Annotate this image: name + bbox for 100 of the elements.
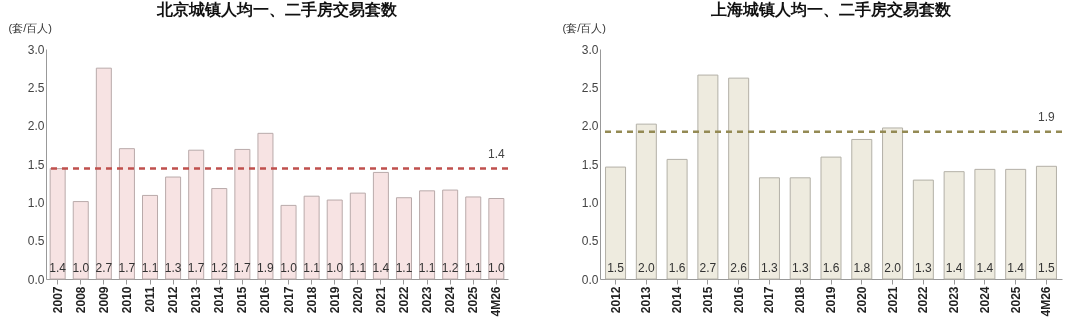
x-tick-label: 2015 [700, 286, 715, 314]
data-label: 1.0 [72, 261, 90, 275]
y-tick-label: 2.5 [581, 80, 599, 95]
x-tick-label: 4M26 [1039, 286, 1054, 317]
data-label: 1.0 [488, 261, 505, 275]
bar [789, 177, 811, 280]
y-tick-label: 1.0 [581, 195, 599, 210]
data-label: 1.1 [418, 261, 436, 275]
bar [395, 197, 412, 280]
bar [465, 196, 482, 280]
bar [697, 74, 719, 280]
x-tick-label: 2024 [443, 286, 458, 314]
y-tick-label: 1.0 [27, 195, 45, 210]
x-tick-label: 2018 [304, 286, 319, 314]
x-tick-label: 2024 [977, 286, 992, 314]
data-label: 1.4 [49, 261, 67, 275]
bar [303, 195, 320, 280]
chart-title: 北京城镇人均一、二手房交易套数 [156, 0, 398, 18]
bar [211, 188, 228, 280]
bar [142, 194, 159, 280]
x-tick-label: 2014 [670, 286, 685, 314]
y-tick-label: 3.0 [581, 42, 599, 57]
bar [442, 189, 459, 280]
data-label: 1.6 [822, 261, 840, 275]
bar [974, 168, 996, 280]
y-tick-label: 0.0 [27, 272, 45, 287]
x-tick-label: 2022 [916, 286, 931, 314]
data-label: 1.1 [349, 261, 367, 275]
bar [165, 176, 182, 280]
data-label: 1.0 [326, 261, 344, 275]
data-label: 1.6 [668, 261, 686, 275]
x-tick-label: 2020 [854, 286, 869, 314]
bar [349, 192, 366, 280]
bar [280, 204, 297, 280]
data-label: 1.5 [607, 261, 625, 275]
chart-title: 上海城镇人均一、二手房交易套数 [710, 0, 952, 18]
bar [326, 199, 343, 280]
x-tick-label: 2021 [885, 286, 900, 314]
x-tick-label: 2014 [212, 286, 227, 314]
x-tick-label: 2019 [824, 286, 838, 314]
data-label: 1.3 [164, 261, 182, 275]
bar [820, 156, 842, 280]
y-axis-title: (套/百人) [562, 21, 606, 34]
data-label: 1.7 [187, 261, 205, 275]
data-label: 1.1 [303, 261, 321, 275]
data-label: 1.7 [234, 261, 252, 275]
bar [372, 171, 389, 280]
x-tick-label: 2013 [639, 286, 654, 314]
bar [882, 127, 904, 280]
x-tick-label: 2013 [189, 286, 204, 314]
data-label: 1.4 [945, 261, 963, 275]
x-tick-label: 2016 [258, 286, 273, 314]
y-tick-label: 2.0 [27, 119, 45, 134]
data-label: 1.3 [791, 261, 809, 275]
y-tick-label: 2.0 [581, 119, 599, 134]
y-tick-label: 0.5 [581, 234, 599, 249]
bar [118, 148, 135, 280]
data-label: 1.1 [395, 261, 413, 275]
bar [257, 132, 274, 280]
x-tick-label: 2023 [420, 286, 435, 314]
y-tick-label: 1.5 [581, 157, 599, 172]
ref-line-label: 1.9 [1038, 109, 1056, 124]
x-tick-label: 2018 [793, 286, 808, 314]
y-tick-label: 0.0 [581, 272, 599, 287]
data-label: 1.2 [210, 261, 228, 275]
bar [666, 158, 688, 280]
y-tick-label: 3.0 [27, 42, 45, 57]
y-tick-label: 1.5 [27, 157, 45, 172]
y-tick-label: 2.5 [27, 80, 45, 95]
data-label: 1.3 [761, 261, 779, 275]
data-label: 1.4 [1007, 261, 1025, 275]
bar [758, 177, 780, 280]
data-label: 1.3 [914, 261, 932, 275]
data-label: 2.6 [730, 261, 748, 275]
x-tick-label: 2010 [119, 286, 134, 314]
x-tick-label: 2020 [350, 286, 365, 314]
data-label: 1.8 [853, 261, 871, 275]
x-tick-label: 4M26 [489, 286, 504, 317]
x-tick-label: 2025 [1008, 286, 1023, 314]
x-tick-label: 2017 [281, 286, 296, 314]
data-label: 1.4 [976, 261, 994, 275]
x-tick-label: 2025 [466, 286, 481, 314]
bar [943, 171, 965, 280]
bar [188, 149, 205, 280]
data-label: 2.0 [884, 261, 902, 275]
x-tick-label: 2016 [731, 286, 746, 314]
data-label: 1.9 [257, 261, 275, 275]
x-tick-label: 2011 [143, 286, 158, 313]
data-label: 2.0 [637, 261, 655, 275]
x-tick-label: 2017 [762, 286, 777, 314]
x-tick-label: 2007 [50, 286, 65, 314]
x-tick-label: 2021 [373, 286, 388, 314]
bar [1005, 168, 1027, 280]
x-tick-label: 2009 [96, 286, 111, 314]
bar [728, 77, 750, 280]
x-tick-label: 2019 [327, 286, 342, 314]
data-label: 1.7 [118, 261, 136, 275]
x-tick-label: 2022 [396, 286, 411, 314]
bar [635, 123, 657, 280]
bar [95, 67, 112, 280]
